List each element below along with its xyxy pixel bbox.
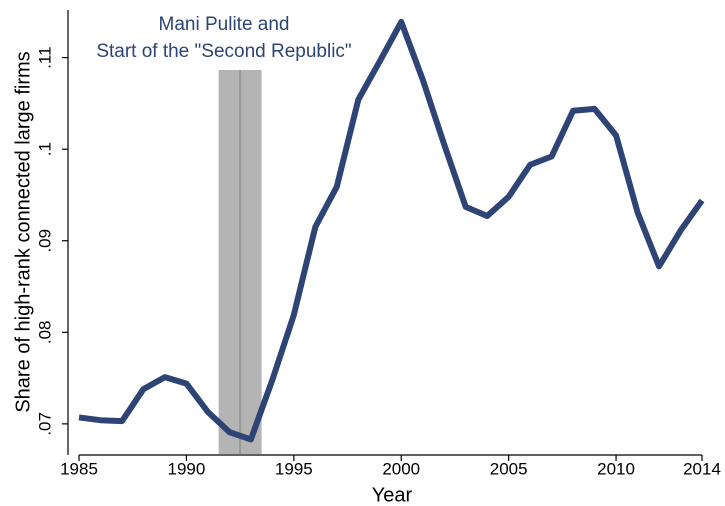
x-tick-label: 1990 bbox=[167, 459, 205, 478]
y-axis-label: Share of high-rank connected large firms bbox=[12, 51, 34, 412]
x-tick-label: 2014 bbox=[683, 459, 721, 478]
y-tick-label: .1 bbox=[35, 142, 54, 156]
x-axis-label: Year bbox=[372, 484, 413, 506]
y-tick-label: .09 bbox=[35, 229, 54, 253]
y-tick-label: .08 bbox=[35, 320, 54, 344]
annotation: Mani Pulite and bbox=[159, 14, 290, 35]
annotation: Start of the "Second Republic" bbox=[96, 41, 351, 62]
x-tick-label: 1995 bbox=[275, 459, 313, 478]
data-line bbox=[78, 18, 705, 443]
y-tick-label: .07 bbox=[35, 412, 54, 436]
y-tick-label: .11 bbox=[35, 46, 54, 68]
x-tick-label: 2005 bbox=[490, 459, 528, 478]
x-tick-label: 2010 bbox=[597, 459, 635, 478]
x-tick-label: 1985 bbox=[60, 459, 98, 478]
x-tick-label: 2000 bbox=[382, 459, 420, 478]
